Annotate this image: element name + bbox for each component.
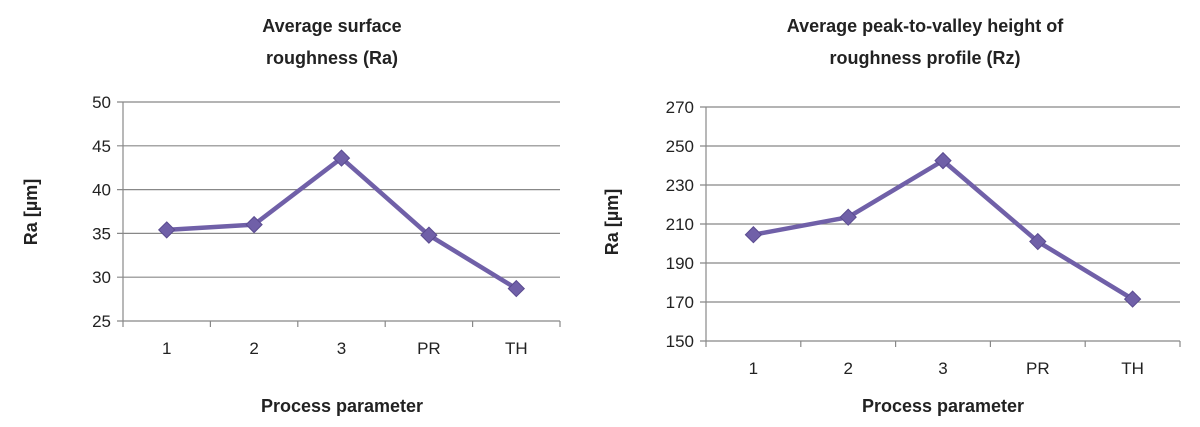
- y-tick-label: 250: [666, 137, 694, 156]
- x-tick-label: 2: [843, 359, 852, 378]
- y-tick-label: 170: [666, 293, 694, 312]
- y-tick-label: 25: [92, 312, 111, 331]
- x-tick-label: 1: [162, 339, 171, 358]
- gridlines: [700, 106, 1181, 347]
- x-tick-label: 3: [938, 359, 947, 378]
- data-point-marker: [420, 226, 438, 244]
- series-line: [157, 149, 526, 298]
- y-tick-label: 40: [92, 181, 111, 200]
- data-point-marker: [1123, 290, 1142, 308]
- y-tick-label: 35: [92, 224, 111, 243]
- x-tick-label: 1: [749, 359, 758, 378]
- x-tick-label: 2: [249, 339, 258, 358]
- x-axis-label: Process parameter: [862, 396, 1024, 416]
- data-point-marker: [744, 226, 763, 244]
- x-tick-label: TH: [1121, 359, 1144, 378]
- y-axis-ticks: 25 30 35 40 45 50: [92, 93, 111, 331]
- y-tick-label: 210: [666, 215, 694, 234]
- y-tick-label: 30: [92, 268, 111, 287]
- chart-title-line-1: Average surface: [262, 16, 401, 36]
- data-point-marker: [1029, 232, 1047, 251]
- x-axis-ticks: 1 2 3 PR TH: [749, 359, 1144, 378]
- y-axis-label: Ra [µm]: [602, 189, 622, 255]
- data-point-marker: [332, 149, 351, 167]
- gridlines: [117, 101, 561, 327]
- x-tick-label: TH: [505, 339, 528, 358]
- y-axis-ticks: 150 170 190 210 230 250 270: [666, 98, 694, 351]
- data-point-marker: [245, 215, 263, 234]
- data-point-marker: [934, 151, 952, 170]
- y-tick-label: 150: [666, 332, 694, 351]
- chart-ra: Average surface roughness (Ra) 25 30 35 40 4…: [21, 16, 561, 416]
- x-tick-label: 3: [337, 339, 346, 358]
- data-point-marker: [157, 221, 176, 239]
- y-tick-label: 270: [666, 98, 694, 117]
- y-tick-label: 50: [92, 93, 111, 112]
- x-tick-label: PR: [1026, 359, 1050, 378]
- x-tick-label: PR: [417, 339, 441, 358]
- chart-title-line-2: roughness (Ra): [266, 48, 398, 68]
- series-path: [166, 155, 518, 291]
- series-path: [752, 158, 1134, 301]
- chart-title-line-2: roughness profile (Rz): [829, 48, 1020, 68]
- chart-rz: Average peak-to-valley height of roughne…: [602, 16, 1181, 416]
- y-tick-label: 190: [666, 254, 694, 273]
- data-point-marker: [507, 279, 526, 298]
- data-point-marker: [839, 208, 857, 226]
- x-axis-label: Process parameter: [261, 396, 423, 416]
- y-tick-label: 45: [92, 137, 111, 156]
- y-tick-label: 230: [666, 176, 694, 195]
- y-axis-label: Ra [µm]: [21, 179, 41, 245]
- series-line: [744, 151, 1142, 308]
- x-axis-ticks: 1 2 3 PR TH: [162, 339, 528, 358]
- chart-title-line-1: Average peak-to-valley height of: [787, 16, 1064, 36]
